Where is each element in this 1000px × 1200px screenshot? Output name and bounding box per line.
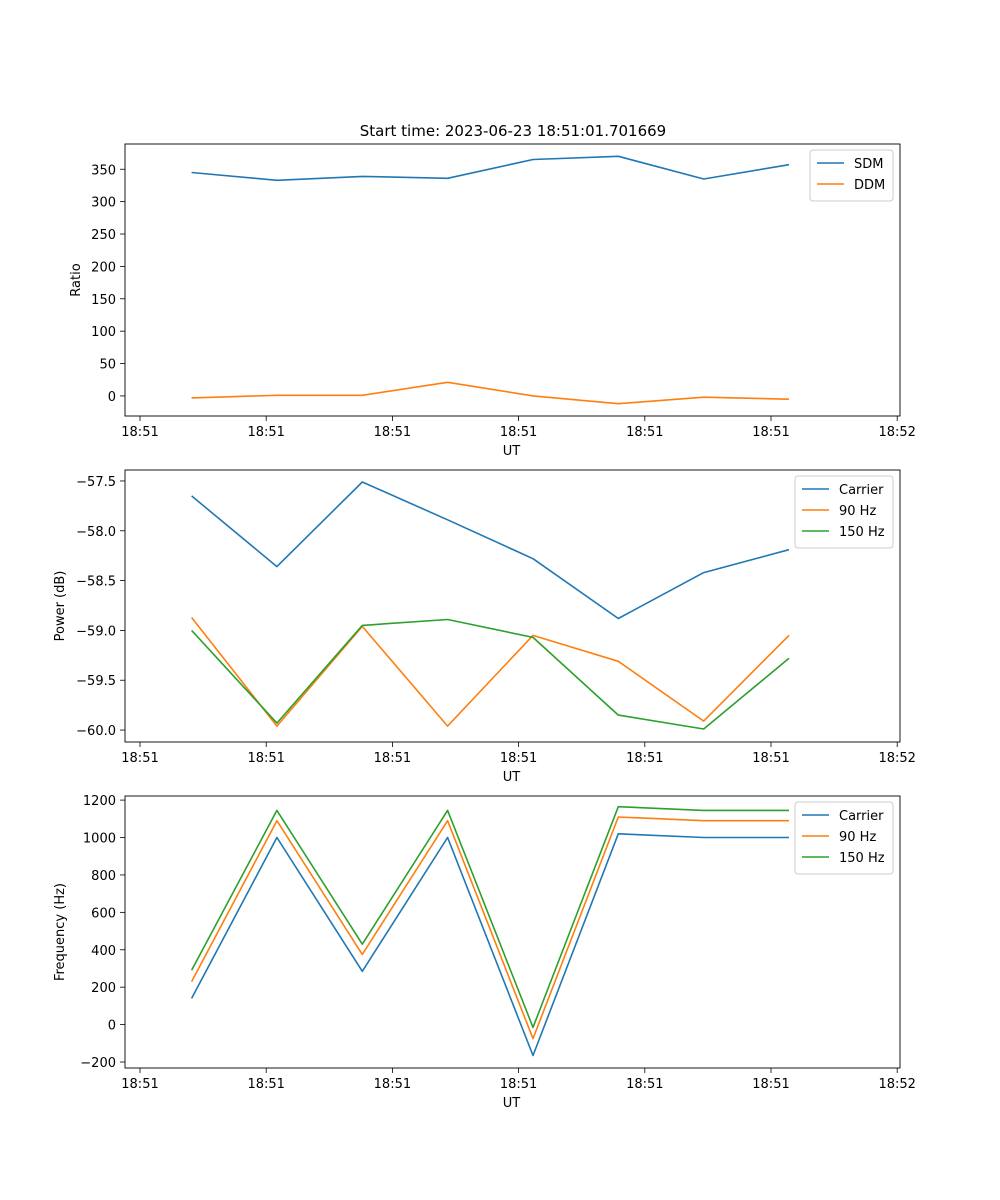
y-tick-label: −60.0 [76, 724, 116, 739]
x-tick-label: 18:51 [374, 1077, 411, 1092]
x-axis-label: UT [503, 1096, 521, 1111]
legend-box [794, 475, 894, 549]
legend-label: 150 Hz [839, 525, 885, 540]
x-tick-label: 18:51 [247, 751, 284, 766]
series-line-carrier [190, 832, 789, 1057]
x-tick-label: 18:51 [500, 751, 537, 766]
y-tick-label: −200 [80, 1056, 116, 1071]
x-tick-label: 18:51 [752, 425, 789, 440]
series-line-90-hz [190, 816, 789, 1040]
series-line-150-hz [191, 618, 790, 730]
y-axis-label: Ratio [69, 263, 84, 296]
plot-frame [124, 143, 901, 417]
plot-frame [124, 795, 901, 1069]
y-tick-label: −57.5 [76, 475, 116, 490]
legend: Carrier 90 Hz 150 Hz [794, 475, 894, 549]
y-tick-label: 800 [91, 869, 116, 884]
x-tick-label: 18:51 [500, 425, 537, 440]
y-tick-label: 300 [91, 196, 116, 211]
x-tick-label: 18:52 [878, 425, 915, 440]
x-tick-label: 18:51 [121, 425, 158, 440]
y-tick-label: 600 [91, 906, 116, 921]
y-tick-label: −59.5 [76, 674, 116, 689]
legend-label: DDM [854, 178, 885, 193]
series-line-150-hz [190, 805, 789, 1029]
legend-label: 150 Hz [839, 851, 885, 866]
y-tick-label: −58.0 [76, 525, 116, 540]
y-axis-label: Frequency (Hz) [53, 883, 68, 981]
x-tick-label: 18:51 [752, 751, 789, 766]
x-tick-label: 18:51 [752, 1077, 789, 1092]
x-tick-label: 18:51 [247, 1077, 284, 1092]
x-tick-label: 18:51 [626, 1077, 663, 1092]
series-line-sdm [191, 155, 790, 182]
series-line-carrier [191, 481, 790, 620]
legend: Carrier 90 Hz 150 Hz [794, 801, 894, 875]
plot-frame [124, 469, 901, 743]
legend-label: Carrier [839, 809, 884, 824]
legend-box [794, 801, 894, 875]
x-tick-label: 18:51 [247, 425, 284, 440]
x-axis-label: UT [503, 770, 521, 785]
y-tick-label: 250 [91, 228, 116, 243]
y-tick-label: 200 [91, 981, 116, 996]
x-axis-label: UT [503, 444, 521, 459]
x-tick-label: 18:51 [121, 1077, 158, 1092]
legend-label: 90 Hz [839, 504, 876, 519]
y-axis-label: Power (dB) [53, 571, 68, 642]
chart-panel-3: 18:51 18:51 18:51 18:51 18:51 18:51 18:52 −200 0… [53, 794, 916, 1111]
legend: SDM DDM [809, 149, 894, 202]
series-line-ddm [191, 381, 790, 405]
x-tick-label: 18:51 [374, 751, 411, 766]
y-tick-label: 1200 [83, 794, 116, 809]
figure-title: Start time: 2023-06-23 18:51:01.701669 [360, 122, 666, 140]
y-tick-label: 200 [91, 260, 116, 275]
legend-label: Carrier [839, 483, 884, 498]
y-tick-label: 0 [108, 1019, 116, 1034]
y-tick-label: 0 [108, 390, 116, 405]
y-tick-label: −58.5 [76, 575, 116, 590]
x-tick-label: 18:52 [878, 751, 915, 766]
series-line-90-hz [190, 617, 790, 727]
y-tick-label: −59.0 [76, 624, 116, 639]
x-tick-label: 18:51 [374, 425, 411, 440]
y-tick-label: 1000 [83, 832, 116, 847]
legend-label: SDM [854, 157, 883, 172]
chart-panel-2: 18:51 18:51 18:51 18:51 18:51 18:51 18:52 −60.0… [53, 469, 916, 785]
chart-panel-1: 18:51 18:51 18:51 18:51 18:51 18:51 18:52 0 50 10… [69, 143, 916, 459]
legend-label: 90 Hz [839, 830, 876, 845]
y-tick-label: 350 [91, 163, 116, 178]
y-tick-label: 100 [91, 325, 116, 340]
x-tick-label: 18:52 [878, 1077, 915, 1092]
y-tick-label: 50 [99, 358, 116, 373]
x-tick-label: 18:51 [500, 1077, 537, 1092]
x-tick-label: 18:51 [121, 751, 158, 766]
y-tick-label: 150 [91, 293, 116, 308]
panels: 18:51 18:51 18:51 18:51 18:51 18:51 18:52 0 50 10… [53, 143, 916, 1111]
x-tick-label: 18:51 [626, 751, 663, 766]
x-tick-label: 18:51 [626, 425, 663, 440]
y-tick-label: 400 [91, 944, 116, 959]
